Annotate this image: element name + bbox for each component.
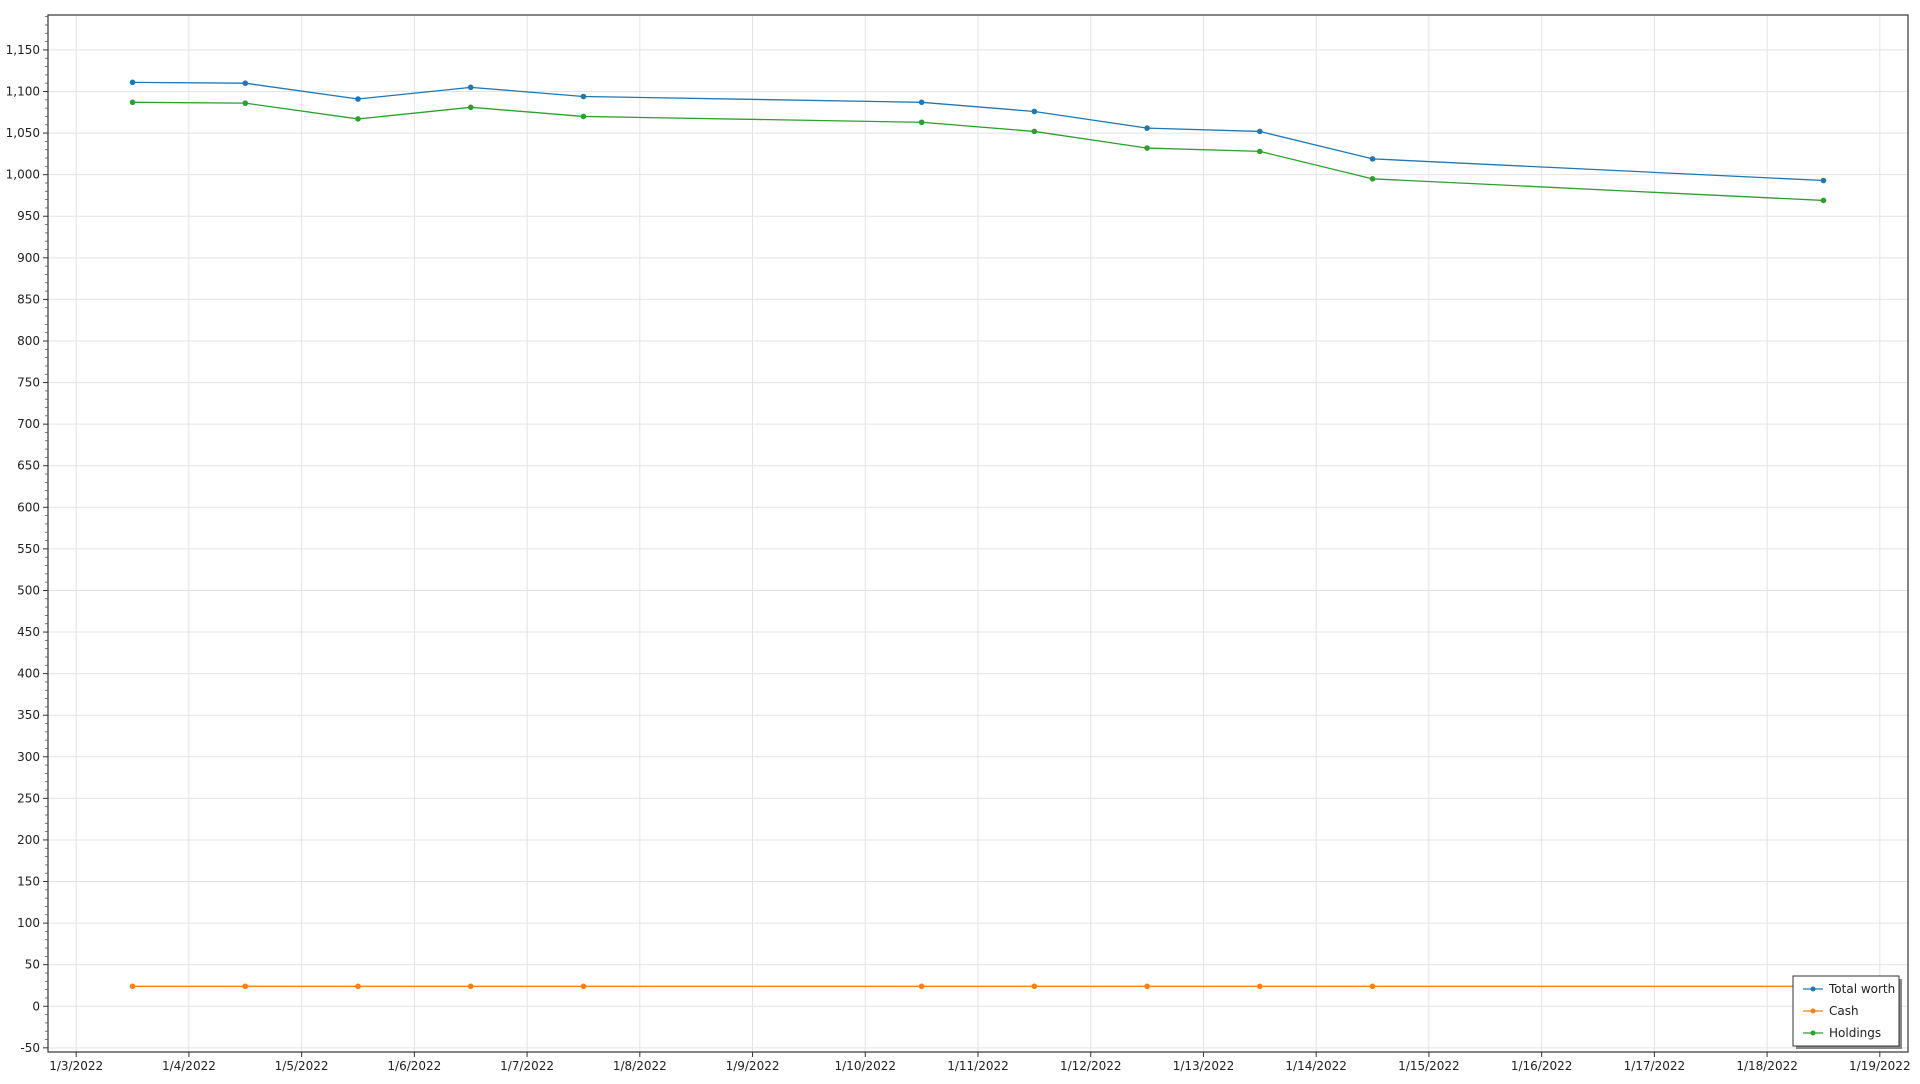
y-tick-label: 0 (32, 999, 40, 1013)
data-point-holdings (355, 116, 361, 122)
x-tick-label: 1/7/2022 (500, 1059, 554, 1073)
y-tick-label: 550 (17, 542, 40, 556)
x-tick-label: 1/19/2022 (1849, 1059, 1911, 1073)
data-point-total-worth (242, 80, 249, 86)
legend-label: Total worth (1828, 982, 1895, 996)
x-tick-label: 1/17/2022 (1624, 1059, 1686, 1073)
legend-item-holdings: Holdings (1803, 1026, 1881, 1040)
x-tick-label: 1/3/2022 (49, 1059, 103, 1073)
y-tick-label: 1,050 (6, 126, 40, 140)
x-tick-label: 1/12/2022 (1060, 1059, 1122, 1073)
y-tick-label: 800 (17, 334, 40, 348)
data-point-total-worth (129, 79, 136, 86)
data-point-holdings (129, 99, 136, 106)
data-point-holdings (467, 104, 474, 111)
data-point-holdings (1369, 176, 1376, 182)
legend-swatch-marker (1810, 1030, 1816, 1036)
y-tick-label: 900 (17, 251, 40, 265)
data-point-total-worth (580, 93, 587, 100)
x-tick-label: 1/13/2022 (1173, 1059, 1235, 1073)
y-tick-label: 1,100 (6, 85, 40, 99)
data-point-cash (129, 983, 136, 990)
y-tick-label: 100 (17, 916, 40, 930)
data-point-cash (1031, 983, 1038, 990)
data-point-holdings (580, 113, 587, 120)
y-tick-label: 200 (17, 833, 40, 847)
y-tick-label: 1,150 (6, 43, 40, 57)
y-tick-label: 350 (17, 708, 40, 722)
x-tick-label: 1/14/2022 (1285, 1059, 1347, 1073)
legend-swatch-marker (1810, 1008, 1816, 1014)
data-point-cash (242, 983, 249, 990)
y-tick-label: 700 (17, 417, 40, 431)
data-point-holdings (242, 100, 249, 106)
y-tick-label: -50 (20, 1041, 40, 1055)
data-point-total-worth (1257, 128, 1263, 135)
legend-label: Cash (1829, 1004, 1859, 1018)
x-tick-label: 1/10/2022 (835, 1059, 897, 1073)
y-tick-label: 600 (17, 500, 40, 514)
legend: Total worth Cash Holdings (1792, 975, 1902, 1049)
y-tick-label: 450 (17, 625, 40, 639)
data-point-cash (467, 983, 474, 990)
data-point-total-worth (1031, 108, 1038, 115)
series-total-worth (129, 79, 1827, 184)
legend-item-total-worth: Total worth (1803, 982, 1895, 996)
grid-lines (48, 15, 1908, 1052)
data-point-cash (1369, 983, 1376, 990)
x-tick-label: 1/9/2022 (726, 1059, 780, 1073)
y-tick-label: 950 (17, 209, 40, 223)
x-tick-label: 1/8/2022 (613, 1059, 667, 1073)
y-tick-label: 650 (17, 459, 40, 473)
y-tick-label: 150 (17, 875, 40, 889)
x-tick-label: 1/4/2022 (162, 1059, 216, 1073)
series-cash (129, 983, 1827, 990)
x-tick-label: 1/6/2022 (387, 1059, 441, 1073)
data-point-total-worth (355, 96, 361, 102)
data-point-holdings (1257, 148, 1263, 155)
series-holdings (129, 99, 1827, 204)
data-point-holdings (1144, 145, 1150, 151)
x-tick-label: 1/15/2022 (1398, 1059, 1460, 1073)
x-tick-label: 1/16/2022 (1511, 1059, 1573, 1073)
y-tick-label: 50 (25, 958, 40, 972)
data-point-cash (1144, 983, 1150, 990)
data-point-cash (355, 983, 361, 990)
y-tick-label: 500 (17, 583, 40, 597)
x-tick-label: 1/11/2022 (947, 1059, 1009, 1073)
y-tick-label: 750 (17, 376, 40, 390)
data-point-cash (580, 983, 587, 990)
series-lines (129, 79, 1827, 990)
y-tick-label: 1,000 (6, 168, 40, 182)
y-tick-label: 400 (17, 667, 40, 681)
data-point-total-worth (1144, 125, 1150, 131)
data-point-cash (918, 983, 925, 990)
y-tick-label: 300 (17, 750, 40, 764)
data-point-total-worth (1820, 177, 1827, 184)
data-point-total-worth (1369, 156, 1376, 162)
data-point-holdings (1820, 197, 1827, 204)
x-tick-label: 1/5/2022 (275, 1059, 329, 1073)
data-point-total-worth (467, 84, 474, 91)
legend-item-cash: Cash (1803, 1004, 1859, 1018)
data-point-cash (1257, 983, 1263, 990)
data-point-holdings (918, 119, 925, 126)
axes: -50 0 50 100 150 200 250 300 350 400 450 500 550 600 6… (6, 16, 1911, 1073)
legend-label: Holdings (1829, 1026, 1881, 1040)
data-point-holdings (1031, 128, 1038, 135)
y-tick-label: 850 (17, 292, 40, 306)
y-tick-label: 250 (17, 791, 40, 805)
legend-swatch-marker (1810, 986, 1816, 992)
data-point-total-worth (918, 99, 925, 106)
x-tick-label: 1/18/2022 (1736, 1059, 1798, 1073)
